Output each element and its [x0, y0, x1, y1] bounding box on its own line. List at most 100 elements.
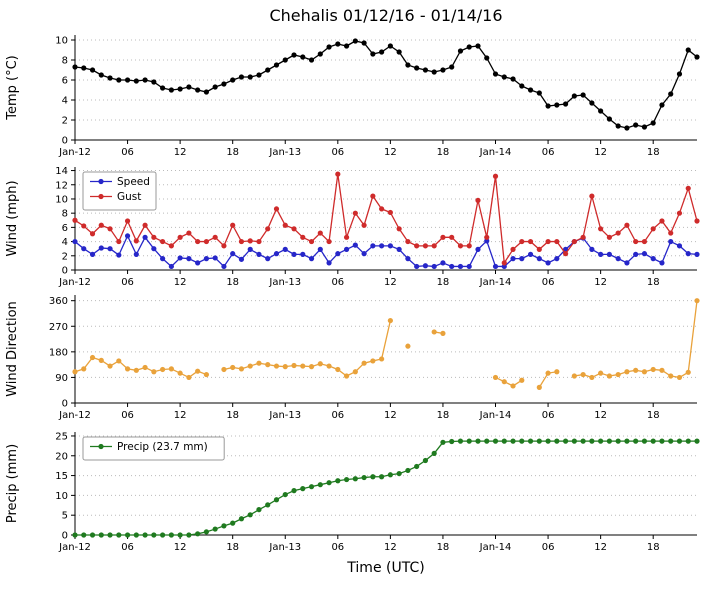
- speed-marker: [440, 260, 446, 266]
- temp-marker: [650, 120, 656, 126]
- y-tick-label: 8: [62, 56, 68, 67]
- precip-23-7-mm-marker: [641, 438, 648, 444]
- precip-23-7-mm-marker: [291, 488, 297, 494]
- direction-marker: [501, 379, 507, 385]
- speed-marker: [361, 251, 367, 257]
- gust-marker: [160, 238, 166, 245]
- speed-marker: [238, 256, 245, 262]
- direction-marker: [98, 357, 104, 363]
- precip-23-7-mm-marker: [484, 438, 490, 444]
- wind-direction-panel: 0 90 180 270 360 Jan-12 06 12 18 Jan-13 06 12 18 Jan-…: [5, 295, 700, 421]
- gust-marker: [501, 260, 507, 266]
- x-tick-label: Jan-12: [58, 410, 91, 421]
- temp-marker: [230, 77, 236, 83]
- precip-23-7-mm-marker: [151, 532, 157, 538]
- temp-line: [74, 40, 698, 129]
- direction-marker: [282, 364, 288, 370]
- gust-marker: [475, 197, 481, 203]
- gust-marker: [527, 238, 534, 245]
- gust-marker: [606, 234, 612, 240]
- speed-marker: [124, 233, 131, 239]
- speed-marker: [519, 256, 525, 262]
- speed-marker: [510, 256, 516, 262]
- direction-marker: [598, 370, 604, 376]
- direction-marker: [650, 366, 656, 373]
- direction-marker: [676, 374, 683, 381]
- direction-marker: [230, 364, 236, 371]
- x-tick-label: 12: [174, 277, 187, 288]
- x-tick-label: Jan-14: [479, 410, 512, 421]
- direction-marker: [335, 366, 341, 373]
- direction-marker: [89, 354, 96, 361]
- precip-23-7-mm-marker: [230, 520, 236, 526]
- temp-marker: [457, 48, 464, 54]
- legend-marker-sample: [98, 193, 104, 200]
- speed-marker: [256, 251, 262, 257]
- direction-marker: [326, 363, 332, 369]
- wind-panel: 0 2 4 6 8 10 12 14 Jan-12 06 12 18 Jan-13 06 12 18 Jan-1…: [5, 166, 700, 288]
- precip-23-7-mm-marker: [221, 523, 227, 529]
- x-tick-label: 18: [647, 277, 660, 288]
- temp-marker: [212, 84, 218, 90]
- gust-marker: [98, 222, 104, 228]
- precip-23-7-mm-marker: [133, 532, 139, 538]
- y-tick-label: 2: [62, 251, 68, 262]
- speed-marker: [396, 246, 402, 252]
- temp-marker: [203, 89, 210, 95]
- temp-series: [72, 38, 700, 131]
- speed-marker: [484, 238, 490, 244]
- precip-23-7-mm-marker: [527, 438, 534, 444]
- x-tick-label: 18: [226, 542, 239, 553]
- direction-marker: [685, 369, 691, 375]
- x-tick-label: 18: [226, 410, 239, 421]
- speed-marker: [247, 246, 253, 252]
- speed-marker: [282, 246, 288, 252]
- direction-marker: [554, 369, 560, 375]
- precip-23-7-mm-marker: [212, 526, 218, 532]
- gust-marker: [580, 234, 586, 240]
- gust-line: [74, 174, 698, 265]
- x-tick-label: 18: [647, 147, 660, 158]
- temp-marker: [536, 90, 542, 96]
- gust-marker: [273, 206, 280, 212]
- direction-marker: [124, 366, 131, 372]
- precip-23-7-mm-marker: [256, 507, 262, 513]
- speed-marker: [177, 255, 183, 261]
- direction-marker: [81, 366, 87, 372]
- temp-marker: [238, 74, 245, 80]
- precip-23-7-mm-marker: [650, 438, 656, 444]
- gust-marker: [659, 218, 665, 224]
- speed-marker: [265, 256, 271, 262]
- gust-marker: [265, 226, 271, 232]
- temp-marker: [510, 76, 516, 82]
- precip-23-7-mm-marker: [554, 438, 560, 444]
- speed-marker: [370, 243, 376, 249]
- y-tick-label: 4: [62, 96, 68, 107]
- y-tick-label: 0: [62, 399, 68, 410]
- gust-marker: [554, 238, 560, 245]
- gust-marker: [387, 209, 393, 216]
- precip-23-7-mm-marker: [519, 438, 525, 444]
- direction-series: [72, 298, 700, 390]
- precip-23-7-mm-marker: [422, 457, 429, 464]
- gust-marker: [186, 230, 192, 236]
- direction-marker: [168, 366, 174, 372]
- precip-panel: 0 5 10 15 20 25 Jan-12 06 12 18 Jan-13 06 12 18 Jan-14…: [5, 431, 700, 553]
- gust-marker: [379, 206, 385, 212]
- direction-marker: [265, 362, 271, 368]
- direction-marker: [615, 371, 621, 378]
- speed-line: [74, 234, 698, 268]
- temp-marker: [317, 51, 323, 57]
- speed-marker: [142, 234, 148, 240]
- temp-marker: [151, 79, 157, 85]
- gust-marker: [405, 238, 411, 245]
- precip-23-7-mm-marker: [694, 438, 700, 444]
- precip-23-7-mm-marker: [466, 438, 472, 444]
- precip-23-7-mm-marker: [668, 438, 674, 444]
- gust-marker: [536, 246, 542, 252]
- chart-title: Chehalis 01/12/16 - 01/14/16: [269, 6, 503, 25]
- x-tick-label: 06: [331, 147, 344, 158]
- gust-marker: [168, 243, 174, 249]
- temp-marker: [177, 86, 183, 92]
- y-tick-label: 10: [55, 36, 68, 47]
